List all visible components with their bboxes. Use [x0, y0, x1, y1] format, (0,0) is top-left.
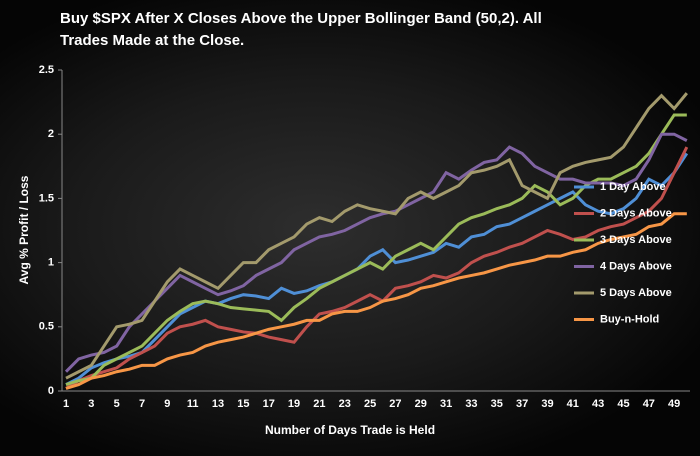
- x-tick-label: 3: [88, 398, 94, 410]
- x-tick-label: 47: [643, 398, 655, 410]
- x-tick-label: 49: [668, 398, 680, 410]
- x-tick-label: 1: [63, 398, 69, 410]
- series-line: [65, 146, 689, 390]
- x-tick-label: 23: [339, 398, 351, 410]
- y-tick-label: 1.5: [39, 192, 54, 204]
- y-tick-label: 1: [48, 257, 54, 269]
- x-tick-label: 9: [164, 398, 170, 410]
- series-line: [65, 113, 687, 387]
- y-tick-label: 0.5: [39, 321, 54, 333]
- y-tick-label: 2.5: [39, 64, 54, 76]
- y-tick-label: 2: [48, 128, 54, 140]
- x-tick-label: 5: [114, 398, 120, 410]
- x-tick-label: 21: [313, 398, 325, 410]
- x-tick-label: 41: [567, 398, 579, 410]
- x-tick-label: 17: [263, 398, 275, 410]
- chart-title: Buy $SPX After X Closes Above the Upper …: [60, 10, 542, 49]
- series-line: [65, 152, 689, 386]
- legend-label: 4 Days Above: [600, 260, 672, 272]
- x-tick-label: 13: [212, 398, 224, 410]
- x-tick-label: 25: [364, 398, 376, 410]
- legend-label: 3 Days Above: [600, 234, 672, 246]
- x-tick-label: 45: [617, 398, 629, 410]
- y-axis-label: Avg % Profit / Loss: [17, 175, 31, 284]
- x-tick-label: 27: [389, 398, 401, 410]
- x-tick-label: 19: [288, 398, 300, 410]
- x-tick-label: 31: [440, 398, 452, 410]
- x-tick-label: 11: [187, 398, 199, 410]
- x-tick-label: 43: [592, 398, 604, 410]
- series-line: [65, 92, 688, 380]
- x-tick-label: 33: [465, 398, 477, 410]
- x-tick-label: 37: [516, 398, 528, 410]
- legend-label: 2 Days Above: [600, 207, 672, 219]
- x-tick-label: 15: [237, 398, 249, 410]
- series-line: [65, 212, 687, 390]
- series-line: [64, 132, 688, 373]
- legend-label: Buy-n-Hold: [600, 313, 659, 325]
- legend-label: 1 Day Above: [600, 181, 666, 193]
- legend-label: 5 Days Above: [600, 287, 672, 299]
- x-tick-label: 7: [139, 398, 145, 410]
- y-tick-label: 0: [48, 385, 54, 397]
- x-tick-label: 29: [415, 398, 427, 410]
- x-axis-label: Number of Days Trade is Held: [265, 423, 435, 437]
- x-tick-label: 35: [491, 398, 503, 410]
- x-tick-label: 39: [541, 398, 553, 410]
